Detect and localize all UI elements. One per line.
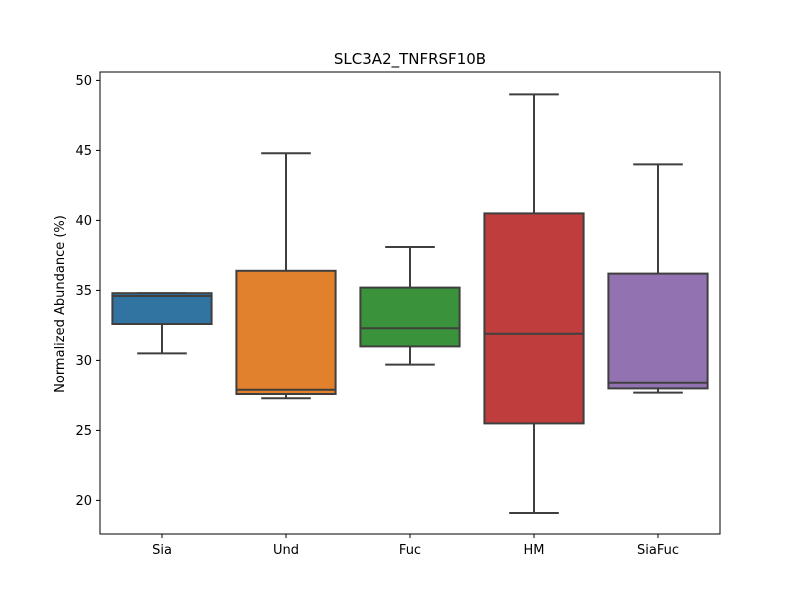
y-tick-label: 25 [75,424,92,439]
y-tick-label: 35 [75,284,92,299]
x-tick-label: HM [524,543,545,558]
box-siafuc [607,272,709,390]
y-tick-label: 30 [75,354,92,369]
x-tick-label: Sia [152,543,172,558]
y-tick-label: 50 [75,74,92,89]
box-sia [111,292,213,326]
y-tick-label: 45 [75,144,92,159]
y-tick-label: 20 [75,494,92,509]
chart-title: SLC3A2_TNFRSF10B [334,50,486,69]
x-tick-label: SiaFuc [637,543,679,558]
y-tick-label: 40 [75,214,92,229]
axes-frame [99,71,721,535]
x-tick-label: Und [273,543,299,558]
y-axis-label: Normalized Abundance (%) [53,215,68,393]
box-und [235,269,337,395]
plot-area: 20 25 30 35 40 45 50 Sia Und Fuc HM SiaFuc [75,74,709,558]
x-tick-label: Fuc [399,543,421,558]
box-fuc [359,286,461,348]
box-hm [483,212,585,425]
